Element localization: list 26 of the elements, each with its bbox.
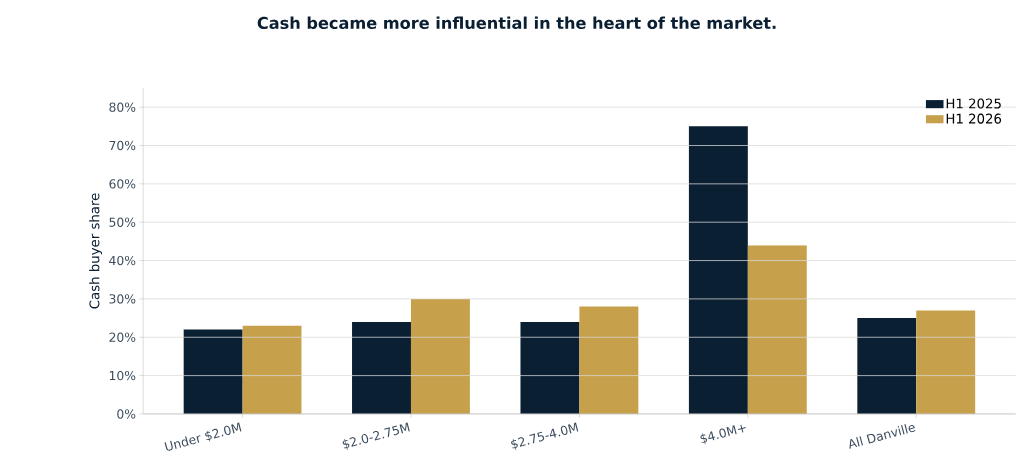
y-tick-label: 20% [109, 332, 136, 342]
x-tick-label: $4.0M+ [700, 424, 746, 445]
x-tick-label: All Danville [849, 424, 916, 449]
chart-title: Cash became more influential in the heart of the market. [257, 16, 776, 29]
bar [410, 298, 470, 414]
y-tick-label: 30% [109, 294, 136, 304]
x-tick-label: Under $2.0M [164, 422, 242, 451]
y-tick-label: 10% [109, 370, 136, 381]
y-tick-label: 50% [109, 217, 136, 227]
bar [688, 126, 748, 414]
y-tick-label: 60% [109, 179, 136, 189]
legend-label: H1 2025 [946, 98, 1001, 109]
bar [579, 306, 639, 414]
y-axis-title: Cash buyer share [89, 193, 103, 309]
bar [747, 245, 807, 414]
legend-label: H1 2026 [946, 113, 1002, 124]
bar [183, 329, 243, 414]
y-tick-label: 80% [109, 102, 136, 112]
bar [857, 318, 917, 414]
bar [352, 321, 411, 414]
y-tick-label: 40% [109, 255, 136, 266]
bar [916, 310, 976, 414]
y-tick-label: 0% [117, 409, 136, 419]
bar [242, 325, 302, 414]
y-tick-label: 70% [109, 140, 136, 151]
bar [520, 321, 580, 414]
